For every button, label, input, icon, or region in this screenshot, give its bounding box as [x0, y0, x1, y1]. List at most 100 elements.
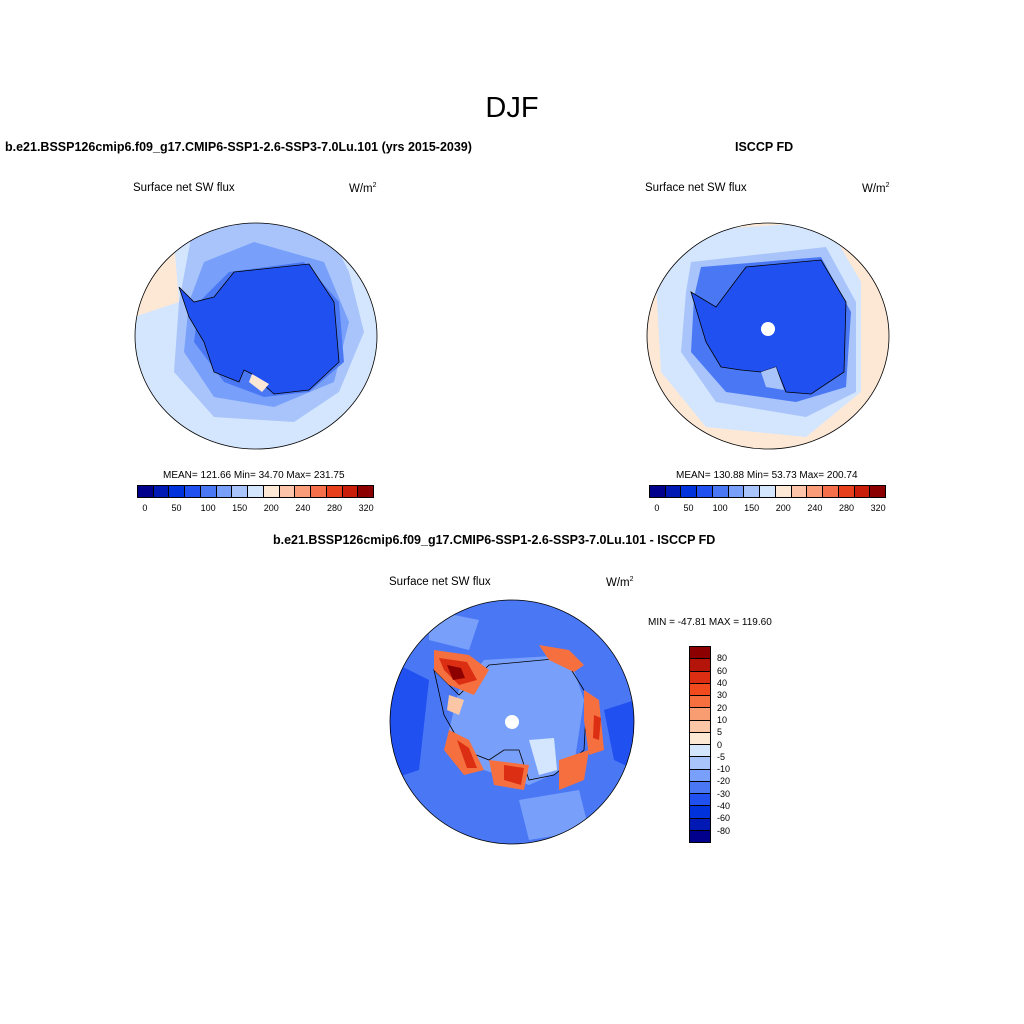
model-colorbar-tick-label: 50 [171, 503, 182, 513]
model-colorbar [137, 485, 374, 498]
obs-colorbar-box [650, 486, 666, 497]
obs-colorbar-box [712, 486, 729, 497]
diff-colorbar-box [690, 769, 710, 782]
model-colorbar-box [153, 486, 170, 497]
obs-colorbar-box [870, 486, 886, 497]
diff-colorbar-tick-label: 10 [717, 714, 728, 725]
diff-colorbar-box [690, 708, 710, 721]
diff-colorbar-tick-label: 60 [717, 665, 728, 676]
model-units-label: W/m2 [349, 182, 377, 195]
obs-map [646, 222, 890, 450]
model-colorbar-tick-label: 320 [358, 503, 374, 513]
obs-colorbar-tick-label: 280 [838, 503, 855, 513]
obs-colorbar-tick-label: 100 [712, 503, 728, 513]
figure-title: DJF [485, 92, 539, 124]
diff-colorbar-box [690, 794, 710, 807]
obs-colorbar-box [681, 486, 698, 497]
diff-colorbar-box [690, 830, 710, 842]
diff-colorbar-box [690, 781, 710, 794]
obs-colorbar-tick-label: 240 [807, 503, 823, 513]
diff-colorbar-ticks: 80 60 40 30 20 10 5 0 -5 -10 -20 -30 -40 -60 -80 [717, 646, 757, 843]
obs-colorbar-box [854, 486, 871, 497]
model-colorbar-tick-label: 240 [295, 503, 311, 513]
diff-colorbar-tick-label: -40 [717, 801, 731, 812]
model-colorbar-box [232, 486, 249, 497]
diff-colorbar-tick-label: 20 [717, 702, 728, 713]
diff-colorbar-box [690, 696, 710, 709]
model-variable-label: Surface net SW flux [133, 182, 235, 194]
diff-colorbar-box [690, 720, 710, 733]
obs-colorbar-tick-label: 150 [744, 503, 760, 513]
diff-colorbar-tick-label: 0 [717, 739, 723, 750]
diff-colorbar-tick-label: -80 [717, 825, 731, 836]
model-colorbar-ticks: 0 50 100 150 200 240 280 320 [137, 503, 374, 515]
diff-colorbar-box [690, 818, 710, 831]
diff-colorbar-tick-label: 40 [717, 677, 728, 688]
diff-colorbar-tick-label: 80 [717, 653, 728, 664]
obs-colorbar-box [697, 486, 713, 497]
diff-map [389, 599, 635, 845]
model-panel-title: b.e21.BSSP126cmip6.f09_g17.CMIP6-SSP1-2.… [5, 140, 472, 154]
obs-colorbar-tick-label: 50 [683, 503, 694, 513]
diff-colorbar-box [690, 671, 710, 684]
obs-units-label: W/m2 [862, 182, 890, 195]
diff-colorbar-box [690, 806, 710, 819]
diff-colorbar-box [690, 659, 710, 672]
diff-colorbar-box [690, 683, 710, 696]
diff-colorbar [689, 646, 711, 843]
obs-colorbar-box [838, 486, 855, 497]
model-colorbar-box [169, 486, 186, 497]
obs-colorbar-ticks: 0 50 100 150 200 240 280 320 [649, 503, 886, 515]
model-colorbar-tick-label: 150 [232, 503, 248, 513]
diff-colorbar-tick-label: -10 [717, 764, 731, 775]
obs-colorbar-tick-label: 0 [654, 503, 660, 513]
diff-colorbar-tick-label: -60 [717, 813, 731, 824]
diff-colorbar-tick-label: -5 [717, 751, 726, 762]
obs-colorbar-box [775, 486, 792, 497]
model-colorbar-box [326, 486, 343, 497]
model-colorbar-box [200, 486, 217, 497]
model-colorbar-box [216, 486, 233, 497]
obs-colorbar [649, 485, 886, 498]
model-colorbar-box [311, 486, 327, 497]
obs-variable-label: Surface net SW flux [645, 182, 747, 194]
diff-colorbar-tick-label: 30 [717, 690, 728, 701]
model-colorbar-box [295, 486, 312, 497]
diff-stats: MIN = -47.81 MAX = 119.60 [648, 617, 772, 628]
obs-colorbar-box [760, 486, 776, 497]
model-colorbar-tick-label: 280 [326, 503, 343, 513]
obs-panel-title: ISCCP FD [735, 140, 794, 154]
diff-colorbar-box [690, 647, 710, 660]
diff-colorbar-tick-label: 5 [717, 727, 723, 738]
model-stats: MEAN= 121.66 Min= 34.70 Max= 231.75 [163, 470, 345, 481]
model-colorbar-tick-label: 0 [142, 503, 148, 513]
model-colorbar-tick-label: 100 [200, 503, 216, 513]
obs-colorbar-box [728, 486, 745, 497]
obs-colorbar-box [807, 486, 824, 497]
diff-colorbar-tick-label: -20 [717, 776, 731, 787]
diff-panel-title: b.e21.BSSP126cmip6.f09_g17.CMIP6-SSP1-2.… [273, 533, 716, 547]
diff-colorbar-box [690, 745, 710, 758]
diff-units-label: W/m2 [606, 576, 634, 589]
model-colorbar-box [248, 486, 264, 497]
model-colorbar-box [138, 486, 154, 497]
diff-colorbar-tick-label: -30 [717, 788, 731, 799]
obs-colorbar-box [665, 486, 682, 497]
model-colorbar-box [358, 486, 374, 497]
obs-colorbar-tick-label: 200 [775, 503, 791, 513]
model-colorbar-box [342, 486, 359, 497]
model-antarctica [178, 263, 340, 395]
obs-colorbar-tick-label: 320 [870, 503, 886, 513]
model-colorbar-tick-label: 200 [263, 503, 279, 513]
obs-colorbar-box [823, 486, 839, 497]
obs-colorbar-box [744, 486, 761, 497]
obs-colorbar-box [791, 486, 808, 497]
model-colorbar-box [279, 486, 296, 497]
model-map [134, 222, 378, 450]
model-colorbar-box [263, 486, 280, 497]
obs-stats: MEAN= 130.88 Min= 53.73 Max= 200.74 [676, 470, 858, 481]
diff-variable-label: Surface net SW flux [389, 576, 491, 588]
model-colorbar-box [185, 486, 201, 497]
diff-colorbar-box [690, 757, 710, 770]
diff-colorbar-box [690, 732, 710, 745]
